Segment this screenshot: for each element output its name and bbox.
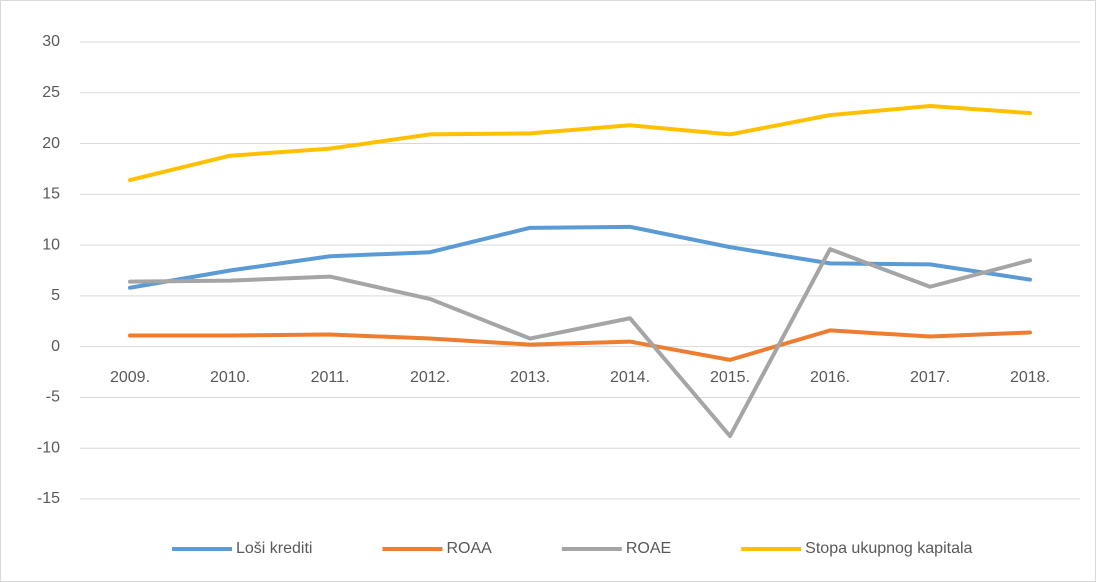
series-line: [128, 224, 1032, 290]
series-line: [128, 103, 1032, 183]
legend-label: ROAA: [446, 540, 492, 557]
x-tick-label: 2015.: [710, 369, 750, 386]
x-tick-label: 2017.: [910, 369, 950, 386]
x-tick-label: 2013.: [510, 369, 550, 386]
y-tick-label: -5: [46, 389, 60, 406]
x-tick-label: 2011.: [311, 369, 350, 386]
legend-label: Stopa ukupnog kapitala: [805, 540, 972, 557]
y-tick-label: -15: [37, 490, 60, 507]
series-line: [128, 328, 1032, 362]
y-tick-label: 5: [51, 287, 60, 304]
x-tick-label: 2014.: [610, 369, 650, 386]
x-tick-label: 2010.: [210, 369, 250, 386]
x-tick-label: 2012.: [410, 369, 450, 386]
x-tick-label: 2018.: [1010, 369, 1050, 386]
series-line: [128, 247, 1032, 439]
y-tick-label: 30: [42, 33, 60, 50]
y-tick-label: 10: [42, 236, 60, 253]
x-tick-label: 2009.: [110, 369, 150, 386]
y-tick-label: 25: [42, 84, 60, 101]
legend-label: ROAE: [626, 540, 671, 557]
x-tick-label: 2016.: [810, 369, 850, 386]
y-tick-label: 15: [42, 186, 60, 203]
y-tick-label: 20: [42, 135, 60, 152]
y-tick-label: 0: [51, 338, 60, 355]
y-tick-label: -10: [37, 439, 60, 456]
legend-label: Loši krediti: [236, 540, 312, 557]
